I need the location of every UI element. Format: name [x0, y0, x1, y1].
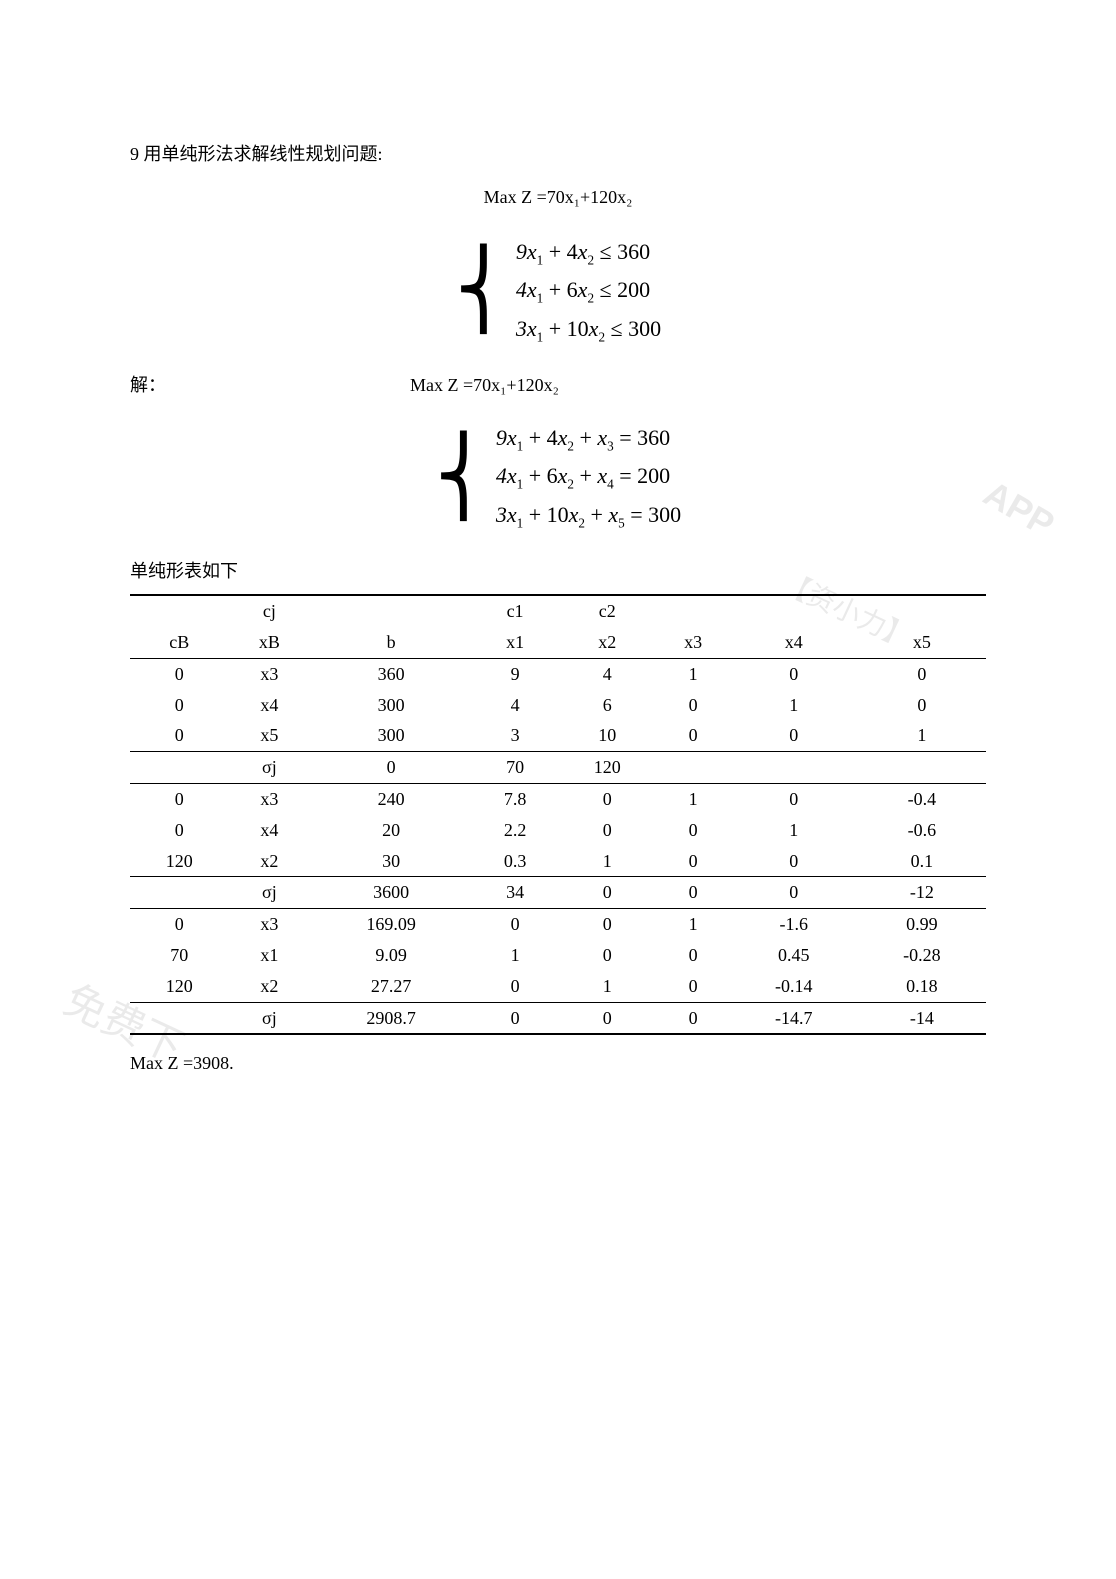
- table-row: 0x32407.8010-0.4: [130, 784, 986, 815]
- col-xB: xB: [229, 627, 311, 658]
- sigma-row: σj360034000-12: [130, 877, 986, 909]
- watermark-app: APP: [973, 465, 1066, 552]
- c1-label: c1: [472, 595, 558, 627]
- solution-label: 解：: [130, 371, 410, 400]
- slack-constraint-3: 3x1 + 10x2 + x5 = 300: [496, 497, 681, 534]
- left-brace-icon-2: ⎨: [435, 443, 492, 511]
- table-row: 120x227.27010-0.140.18: [130, 971, 986, 1002]
- constraint-3: 3x1 + 10x2 ≤ 300: [516, 311, 661, 348]
- table-row: 70x19.091000.45-0.28: [130, 940, 986, 971]
- col-x5: x5: [858, 627, 986, 658]
- slack-constraint-2: 4x1 + 6x2 + x4 = 200: [496, 458, 681, 495]
- solution-objective: Max Z =70x₁+120x₂: [410, 371, 986, 400]
- col-b: b: [310, 627, 472, 658]
- table-row: 0x5300310001: [130, 720, 986, 751]
- table-row: 0x4202.2001-0.6: [130, 815, 986, 846]
- slack-constraint-system: ⎨ 9x1 + 4x2 + x3 = 360 4x1 + 6x2 + x4 = …: [130, 420, 986, 534]
- col-x4: x4: [730, 627, 858, 658]
- constraint-1: 9x1 + 4x2 ≤ 360: [516, 234, 661, 271]
- document-content: 9 用单纯形法求解线性规划问题: Max Z =70x₁+120x₂ ⎨ 9x1…: [130, 140, 986, 1078]
- slack-constraint-1: 9x1 + 4x2 + x3 = 360: [496, 420, 681, 457]
- constraint-2: 4x1 + 6x2 ≤ 200: [516, 272, 661, 309]
- solution-row: 解： Max Z =70x₁+120x₂: [130, 371, 986, 400]
- result-line: Max Z =3908.: [130, 1049, 986, 1078]
- objective-function: Max Z =70x₁+120x₂: [130, 183, 986, 212]
- table-title: 单纯形表如下: [130, 557, 986, 586]
- left-brace-icon: ⎨: [455, 256, 512, 324]
- table-row: 0x430046010: [130, 690, 986, 721]
- simplex-table: cj c1 c2 cB xB b x1 x2 x3 x4 x5 0x336094…: [130, 594, 986, 1035]
- problem-title: 9 用单纯形法求解线性规划问题:: [130, 140, 986, 169]
- constraint-system: ⎨ 9x1 + 4x2 ≤ 360 4x1 + 6x2 ≤ 200 3x1 + …: [130, 234, 986, 348]
- col-x1: x1: [472, 627, 558, 658]
- col-x3: x3: [657, 627, 730, 658]
- table-header-1: cj c1 c2: [130, 595, 986, 627]
- col-cB: cB: [130, 627, 229, 658]
- table-row: 0x336094100: [130, 658, 986, 689]
- sigma-row: σj2908.7000-14.7-14: [130, 1002, 986, 1034]
- c2-label: c2: [558, 595, 657, 627]
- col-x2: x2: [558, 627, 657, 658]
- cj-label: cj: [229, 595, 311, 627]
- table-row: 120x2300.31000.1: [130, 846, 986, 877]
- sigma-row: σj070120: [130, 752, 986, 784]
- table-header-2: cB xB b x1 x2 x3 x4 x5: [130, 627, 986, 658]
- table-row: 0x3169.09001-1.60.99: [130, 909, 986, 940]
